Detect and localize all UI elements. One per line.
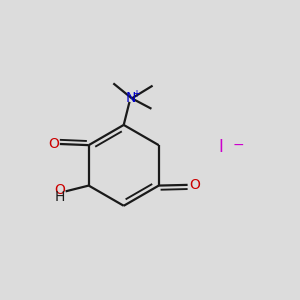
Text: O: O: [189, 178, 200, 192]
Text: −: −: [232, 138, 244, 152]
Text: O: O: [54, 183, 65, 197]
Text: N: N: [125, 92, 136, 105]
Text: O: O: [48, 137, 59, 151]
Text: +: +: [132, 89, 140, 99]
Text: H: H: [55, 190, 65, 204]
Text: I: I: [218, 138, 223, 156]
